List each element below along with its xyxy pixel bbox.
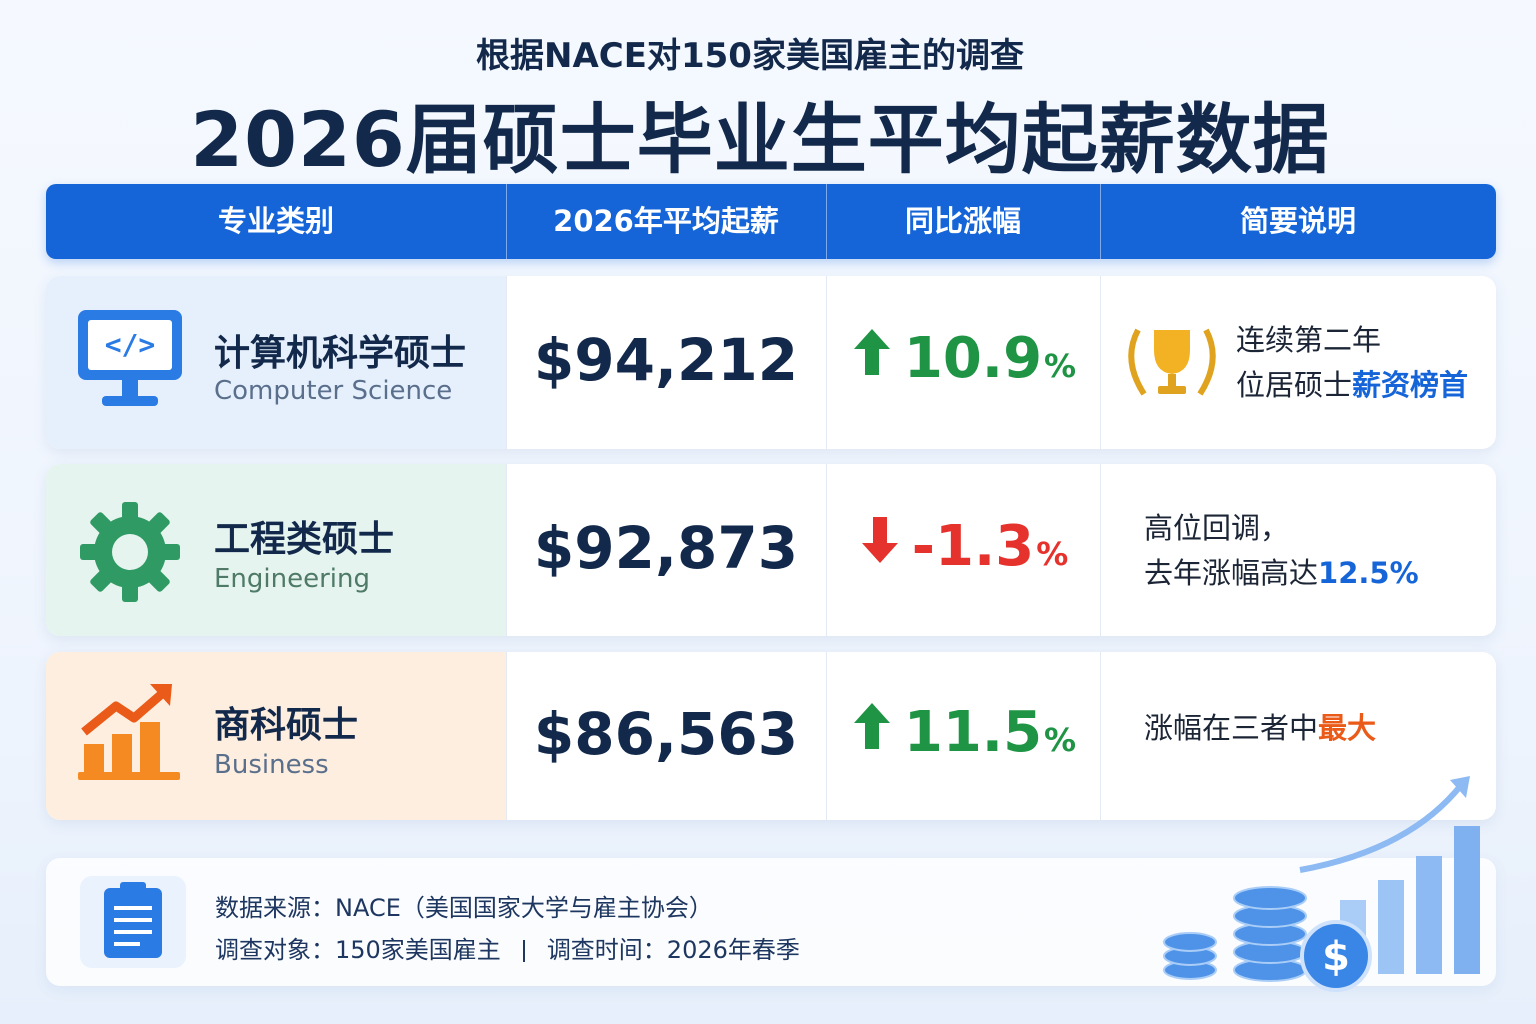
change-value: -1.3 (911, 514, 1035, 579)
table-row: 商科硕士 Business $86,563 11.5% 涨幅在三者中最大 (46, 652, 1496, 820)
title: 2026届硕士毕业生平均起薪数据 (190, 95, 1330, 184)
svg-text:</>: </> (105, 328, 156, 361)
header-cell: 同比涨幅 (904, 204, 1021, 238)
table-header (46, 184, 1496, 259)
change: -1.3% (826, 514, 1100, 579)
footer-target: 调查对象：150家美国雇主 (215, 936, 501, 964)
note-text: 连续第二年 (1236, 323, 1382, 357)
cell-separator (826, 276, 827, 449)
monitor-icon: </> (78, 310, 182, 406)
category-name: 计算机科学硕士 (214, 333, 467, 374)
arrow-up (853, 329, 890, 375)
cell-separator (1100, 276, 1101, 449)
gear-icon (80, 502, 180, 602)
change-unit: % (1044, 721, 1077, 759)
header-cell: 简要说明 (1239, 204, 1356, 238)
clipboard-icon (80, 876, 186, 968)
cell-separator (826, 652, 827, 820)
salary: $86,563 (533, 700, 799, 768)
category-name-en: Computer Science (214, 376, 453, 406)
salary: $94,212 (533, 326, 799, 394)
category-name: 商科硕士 (214, 705, 359, 746)
change-value: 11.5 (903, 700, 1043, 765)
footer-time: 调查时间：2026年春季 (546, 936, 800, 964)
note-text: 高位回调， (1144, 511, 1290, 545)
separator (522, 940, 525, 962)
subtitle: 根据NACE对150家美国雇主的调查 (476, 36, 1024, 76)
change: 10.9% (826, 326, 1100, 391)
salary: $92,873 (533, 514, 799, 582)
growth-icon (78, 684, 180, 780)
category-name-en: Engineering (214, 564, 370, 594)
header-separator (506, 184, 507, 259)
change-unit: % (1044, 347, 1077, 385)
note-highlight: 12.5% (1318, 556, 1419, 590)
arrow-down (861, 517, 898, 563)
cell-separator (1100, 652, 1101, 820)
note: 连续第二年 位居硕士薪资榜首 (1236, 318, 1468, 408)
cell-separator (506, 464, 507, 636)
table-row: </> 计算机科学硕士 Computer Science $94,212 10.… (46, 276, 1496, 449)
cell-separator (1100, 464, 1101, 636)
decoration: $ (1163, 776, 1480, 992)
note-text: 去年涨幅高达 (1144, 556, 1319, 590)
header-cell: 专业类别 (217, 204, 334, 238)
header-cell: 2026年平均起薪 (553, 204, 779, 238)
note: 高位回调， 去年涨幅高达12.5% (1144, 506, 1419, 596)
note-highlight: 最大 (1318, 711, 1377, 745)
category-name: 工程类硕士 (214, 519, 395, 560)
trophy-icon (1128, 328, 1216, 396)
note-highlight: 薪资榜首 (1352, 368, 1469, 402)
change-unit: % (1036, 535, 1069, 573)
svg-text:$: $ (1322, 934, 1350, 980)
cell-separator (506, 276, 507, 449)
note-text: 位居硕士 (1236, 368, 1353, 402)
change: 11.5% (826, 700, 1100, 765)
change-value: 10.9 (903, 326, 1043, 391)
header-separator (1100, 184, 1101, 259)
cell-separator (826, 464, 827, 636)
note-text: 涨幅在三者中 (1144, 711, 1319, 745)
note: 涨幅在三者中最大 (1144, 706, 1376, 751)
category-name-en: Business (214, 750, 329, 780)
cell-separator (506, 652, 507, 820)
table-row: 工程类硕士 Engineering $92,873 -1.3% 高位回调， 去年… (46, 464, 1496, 636)
footer-source: 数据来源：NACE（美国国家大学与雇主协会） (215, 894, 713, 922)
arrow-up (853, 703, 890, 749)
header-separator (826, 184, 827, 259)
footer-line: 调查对象：150家美国雇主 调查时间：2026年春季 (215, 930, 800, 965)
